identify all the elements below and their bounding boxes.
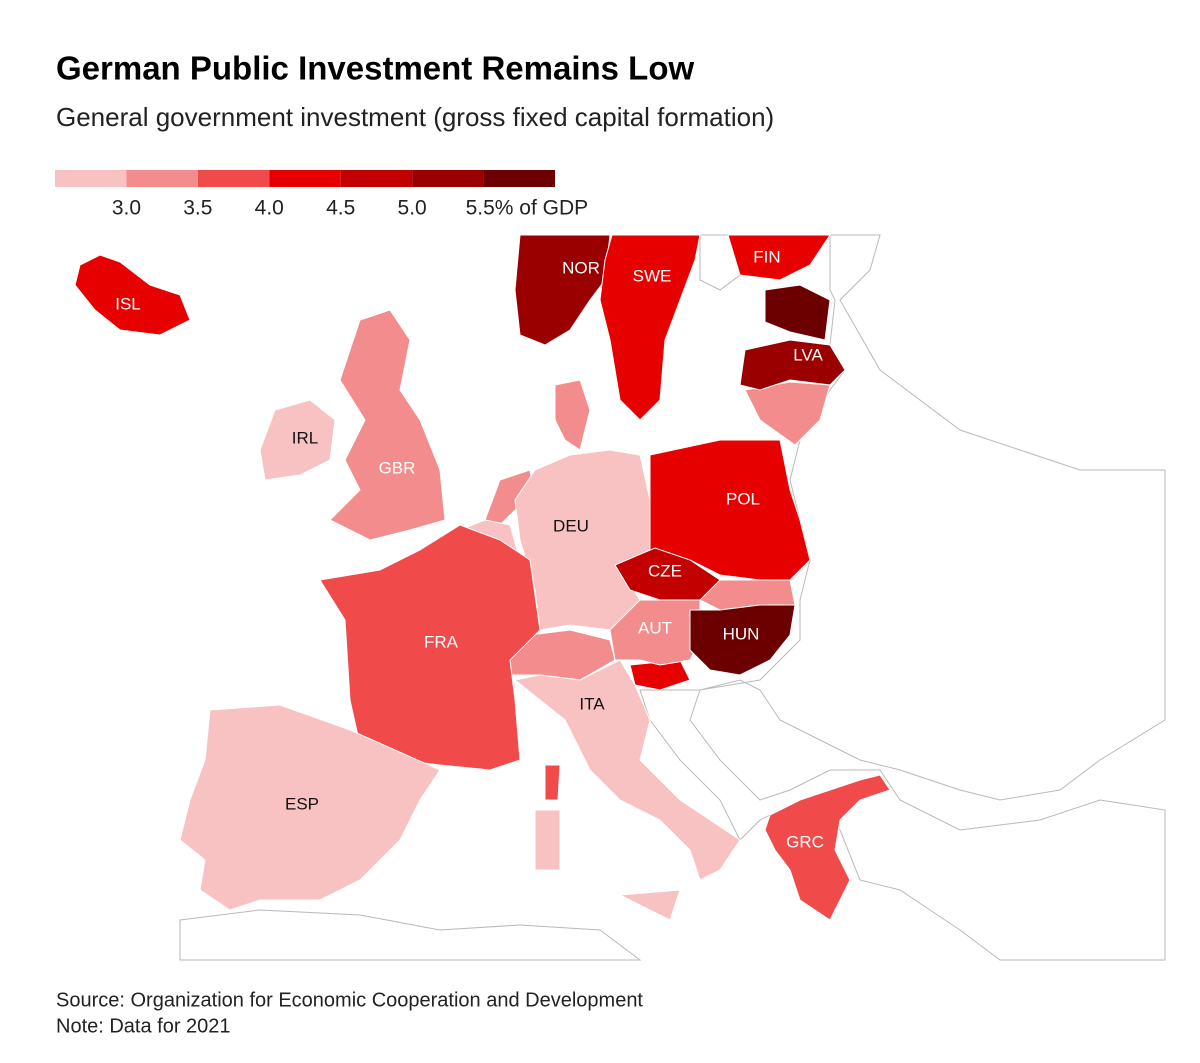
legend-tick-label: 3.0 [112,197,141,220]
country [599,234,701,421]
country-label: HUN [723,624,760,643]
chart-title: German Public Investment Remains Low [56,50,694,87]
region [764,284,831,341]
legend-swatch [340,170,413,187]
country [614,547,721,601]
country-label: GBR [379,458,416,477]
country-label: CZE [648,561,682,580]
country-label: ESP [285,794,319,813]
legend-tick-label: 5.5% of GDP [466,197,589,220]
region [534,809,561,871]
country-label: GRC [786,832,824,851]
legend-tick-label: 4.5 [326,197,355,220]
country [74,254,191,336]
region [618,889,681,921]
country-label: POL [726,489,760,508]
country [727,234,831,281]
legend-swatch [55,170,127,187]
country [179,704,441,911]
country [329,309,446,541]
legend-tick-label: 4.0 [255,197,284,220]
legend-swatch [126,170,198,187]
region [744,381,831,446]
country [259,399,336,481]
country-label: FIN [753,247,780,266]
background-land [179,234,1166,961]
country-label: ITA [579,694,605,713]
country-label: IRL [292,428,318,447]
land-north [699,234,741,291]
legend-tick-label: 3.5 [183,197,212,220]
country-label: SWE [633,266,672,285]
region [544,764,561,801]
country [513,659,741,881]
legend-tick-label: 5.0 [398,197,427,220]
country-label: AUT [638,618,672,637]
country [319,524,541,771]
chart-subtitle: General government investment (gross fix… [56,102,774,132]
note: Note: Data for 2021 [56,1015,231,1037]
legend-swatch [483,170,555,187]
country [739,339,846,391]
country-label: DEU [553,516,589,535]
country-label: ISL [115,294,141,313]
region [554,379,591,451]
land-east [639,234,1166,961]
country [764,774,891,921]
source: Source: Organization for Economic Cooper… [56,989,643,1011]
country-label: NOR [562,258,600,277]
country [609,599,701,666]
legend-swatch [269,170,341,187]
regions [74,234,891,921]
land-africa [179,909,642,961]
legend-swatch [197,170,270,187]
country [514,234,611,346]
country-label: FRA [424,632,459,651]
legend-swatch [412,170,484,187]
country-label: LVA [793,345,823,364]
country [689,604,796,676]
